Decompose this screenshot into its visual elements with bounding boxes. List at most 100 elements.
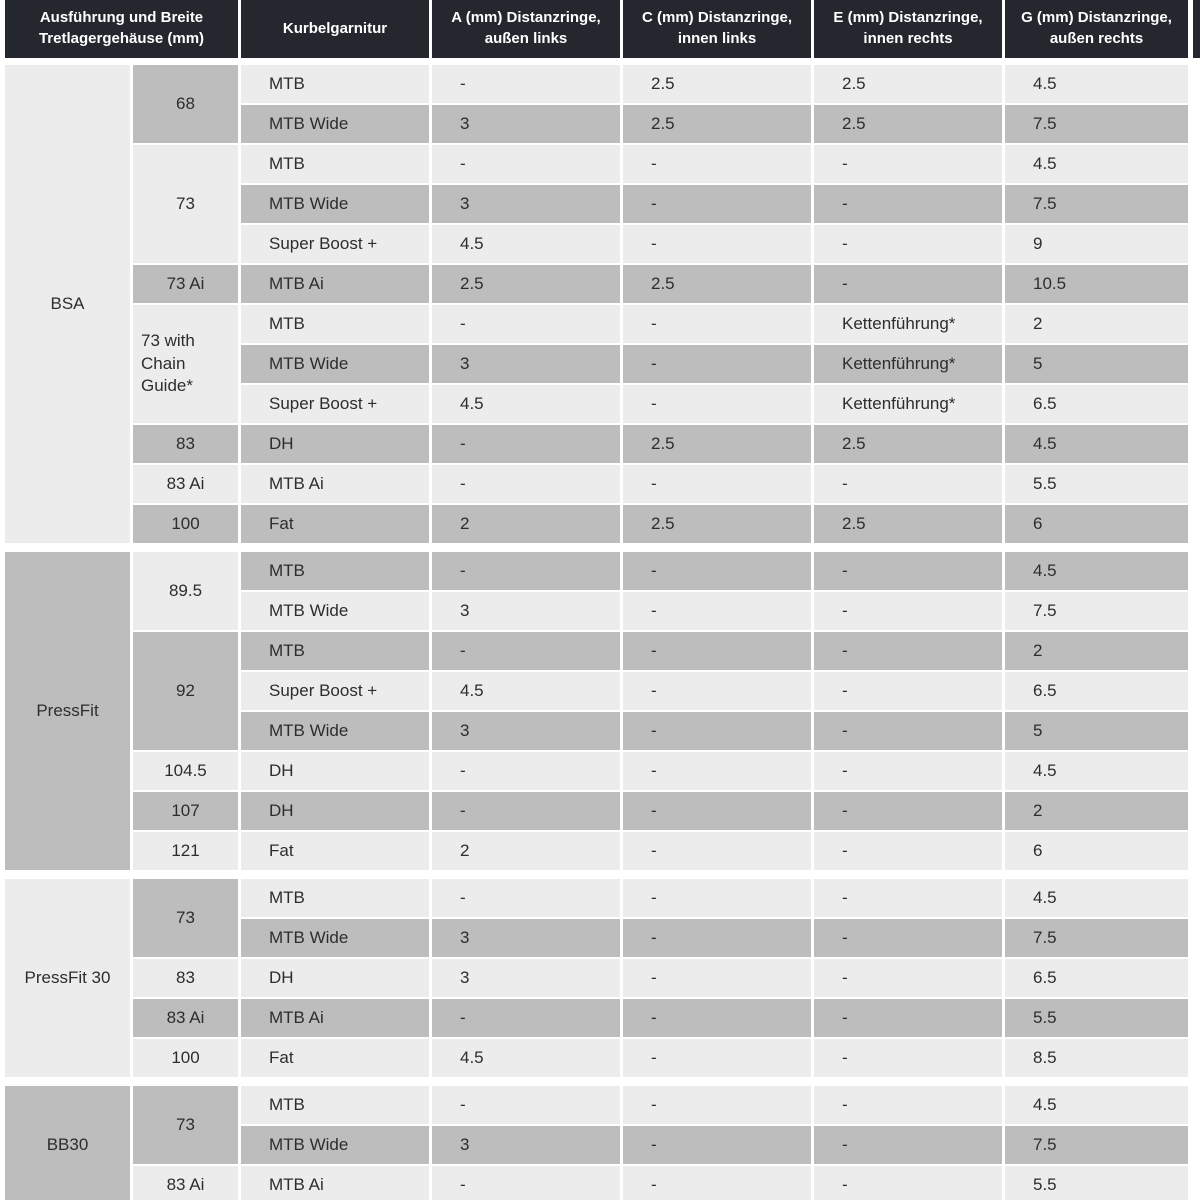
value-cell-g: 7.5 <box>1005 592 1188 630</box>
value-cell-g: 8.5 <box>1005 1039 1188 1077</box>
value-cell-c: - <box>623 832 811 870</box>
value-cell-e: - <box>814 919 1002 957</box>
value-cell-a: 3 <box>432 1126 620 1164</box>
value-cell-g: 6.5 <box>1005 959 1188 997</box>
value-cell-a: - <box>432 752 620 790</box>
section-label: BB30 <box>5 1086 130 1200</box>
value-cell-c: - <box>623 999 811 1037</box>
value-cell-c: - <box>623 959 811 997</box>
value-cell-a: - <box>432 999 620 1037</box>
crank-cell: MTB Wide <box>241 712 429 750</box>
width-cell: 121 <box>133 832 238 870</box>
value-cell-c: 2.5 <box>623 65 811 103</box>
section-bsa: BSA 68 MTB -2.5 2.5 4.5 MTB Wide 3 2.5 2.5 7.5 73 MT… <box>5 65 1200 543</box>
value-cell-c: - <box>623 712 811 750</box>
value-cell-g: 6 <box>1005 505 1188 543</box>
cutoff-next-column-sliver <box>1193 0 1200 58</box>
crank-cell: MTB <box>241 879 429 917</box>
value-cell-e: - <box>814 1166 1002 1200</box>
value-cell-g: 4.5 <box>1005 879 1188 917</box>
value-cell-c: - <box>623 632 811 670</box>
value-cell-e: - <box>814 999 1002 1037</box>
width-cell: 83 <box>133 425 238 463</box>
value-cell-c: - <box>623 592 811 630</box>
value-cell-a: 3 <box>432 185 620 223</box>
value-cell-a: - <box>432 879 620 917</box>
value-cell-a: 4.5 <box>432 672 620 710</box>
value-cell-c: - <box>623 919 811 957</box>
value-cell-c: - <box>623 185 811 223</box>
value-cell-e: - <box>814 465 1002 503</box>
value-cell-c: - <box>623 305 811 343</box>
value-cell-g: 5 <box>1005 712 1188 750</box>
value-cell-c: 2.5 <box>623 425 811 463</box>
value-cell-e: - <box>814 879 1002 917</box>
crank-cell: MTB <box>241 1086 429 1124</box>
value-cell-g: 6.5 <box>1005 672 1188 710</box>
crank-cell: Fat <box>241 832 429 870</box>
value-cell-g: 5 <box>1005 345 1188 383</box>
value-cell-g: 4.5 <box>1005 1086 1188 1124</box>
crank-cell: DH <box>241 959 429 997</box>
value-cell-a: 3 <box>432 105 620 143</box>
value-cell-a: 3 <box>432 712 620 750</box>
value-cell-c: - <box>623 225 811 263</box>
value-cell-g: 10.5 <box>1005 265 1188 303</box>
value-cell-c: 2.5 <box>623 105 811 143</box>
value-cell-c: - <box>623 752 811 790</box>
crank-cell: MTB Wide <box>241 345 429 383</box>
value-cell-c: - <box>623 792 811 830</box>
value-cell-e: - <box>814 792 1002 830</box>
crank-cell: MTB Wide <box>241 919 429 957</box>
value-cell-a: 2 <box>432 832 620 870</box>
crank-cell: MTB Ai <box>241 1166 429 1200</box>
width-cell: 89.5 <box>133 552 238 630</box>
value-cell-g: 9 <box>1005 225 1188 263</box>
crank-cell: Super Boost + <box>241 672 429 710</box>
width-cell: 83 <box>133 959 238 997</box>
table-header: Ausführung und Breite Tretlagergehäuse (… <box>5 0 1200 58</box>
width-cell: 100 <box>133 1039 238 1077</box>
value-cell-a: 3 <box>432 919 620 957</box>
section-bb30: BB30 73 MTB - - -4.5 MTB Wide 3- -7.5 83 Ai MTB Ai… <box>5 1086 1200 1200</box>
value-cell-c: - <box>623 1166 811 1200</box>
value-cell-e: - <box>814 1126 1002 1164</box>
crank-cell: Super Boost + <box>241 225 429 263</box>
value-cell-a: 4.5 <box>432 385 620 423</box>
value-cell-e: 2.5 <box>814 425 1002 463</box>
crank-cell: MTB Wide <box>241 105 429 143</box>
value-cell-g: 6 <box>1005 832 1188 870</box>
value-cell-a: 4.5 <box>432 225 620 263</box>
value-cell-g: 4.5 <box>1005 425 1188 463</box>
value-cell-a: - <box>432 65 620 103</box>
value-cell-e: - <box>814 752 1002 790</box>
crank-cell: DH <box>241 425 429 463</box>
value-cell-c: - <box>623 385 811 423</box>
value-cell-g: 5.5 <box>1005 999 1188 1037</box>
value-cell-g: 7.5 <box>1005 185 1188 223</box>
value-cell-g: 7.5 <box>1005 1126 1188 1164</box>
value-cell-g: 5.5 <box>1005 465 1188 503</box>
crank-cell: MTB Ai <box>241 265 429 303</box>
value-cell-a: - <box>432 792 620 830</box>
width-cell: 73 with Chain Guide* <box>133 305 238 423</box>
value-cell-c: 2.5 <box>623 505 811 543</box>
header-tretlagergehaeuse: Ausführung und Breite Tretlagergehäuse (… <box>5 0 238 58</box>
value-cell-e: Kettenführung* <box>814 305 1002 343</box>
value-cell-a: - <box>432 1086 620 1124</box>
crank-cell: MTB <box>241 632 429 670</box>
value-cell-g: 7.5 <box>1005 919 1188 957</box>
width-cell: 73 <box>133 145 238 263</box>
value-cell-c: - <box>623 345 811 383</box>
value-cell-e: 2.5 <box>814 105 1002 143</box>
width-cell: 104.5 <box>133 752 238 790</box>
value-cell-e: - <box>814 1039 1002 1077</box>
header-distanzringe-c: C (mm) Distanzringe, innen links <box>623 0 811 58</box>
value-cell-a: 2 <box>432 505 620 543</box>
value-cell-e: - <box>814 225 1002 263</box>
value-cell-e: - <box>814 832 1002 870</box>
width-cell: 83 Ai <box>133 1166 238 1200</box>
value-cell-e: - <box>814 265 1002 303</box>
value-cell-g: 4.5 <box>1005 65 1188 103</box>
crank-cell: MTB <box>241 305 429 343</box>
